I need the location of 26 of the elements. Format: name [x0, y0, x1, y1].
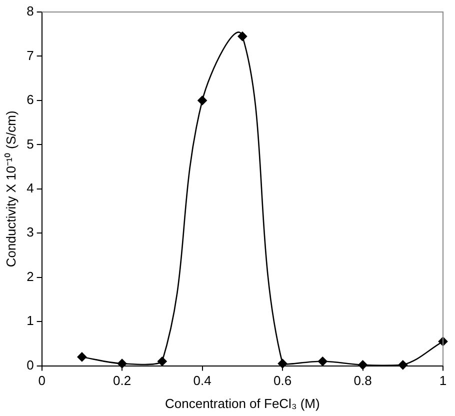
- y-tick-label: 1: [26, 313, 34, 328]
- point: [198, 96, 207, 106]
- x-tick-label: 0.8: [354, 373, 372, 388]
- y-tick-label: 5: [26, 136, 34, 152]
- x-tick-label: 0.4: [193, 373, 212, 388]
- point: [278, 358, 288, 368]
- x-tick-label: 0.6: [273, 373, 292, 388]
- x-tick-label: 0: [38, 373, 46, 388]
- point: [318, 356, 328, 366]
- x-tick-label: 1: [439, 373, 447, 388]
- point: [117, 358, 127, 368]
- y-tick-label: 6: [26, 92, 34, 108]
- y-tick-label: 7: [26, 48, 34, 63]
- x-tick-label: 0.2: [113, 373, 132, 388]
- y-tick-label: 3: [26, 224, 34, 240]
- x-axis-title: Concentration of FeCl₃ (M): [164, 396, 320, 411]
- y-tick-label: 8: [26, 4, 34, 19]
- point: [398, 360, 408, 370]
- y-axis-title: Conductivity X 10⁻¹⁰ (S/cm): [3, 110, 18, 268]
- point: [238, 32, 248, 41]
- point: [358, 360, 368, 370]
- point: [77, 352, 87, 362]
- y-tick-label: 0: [26, 357, 34, 372]
- y-tick-label: 2: [26, 268, 34, 284]
- y-tick-label: 4: [26, 180, 34, 196]
- point: [158, 356, 167, 366]
